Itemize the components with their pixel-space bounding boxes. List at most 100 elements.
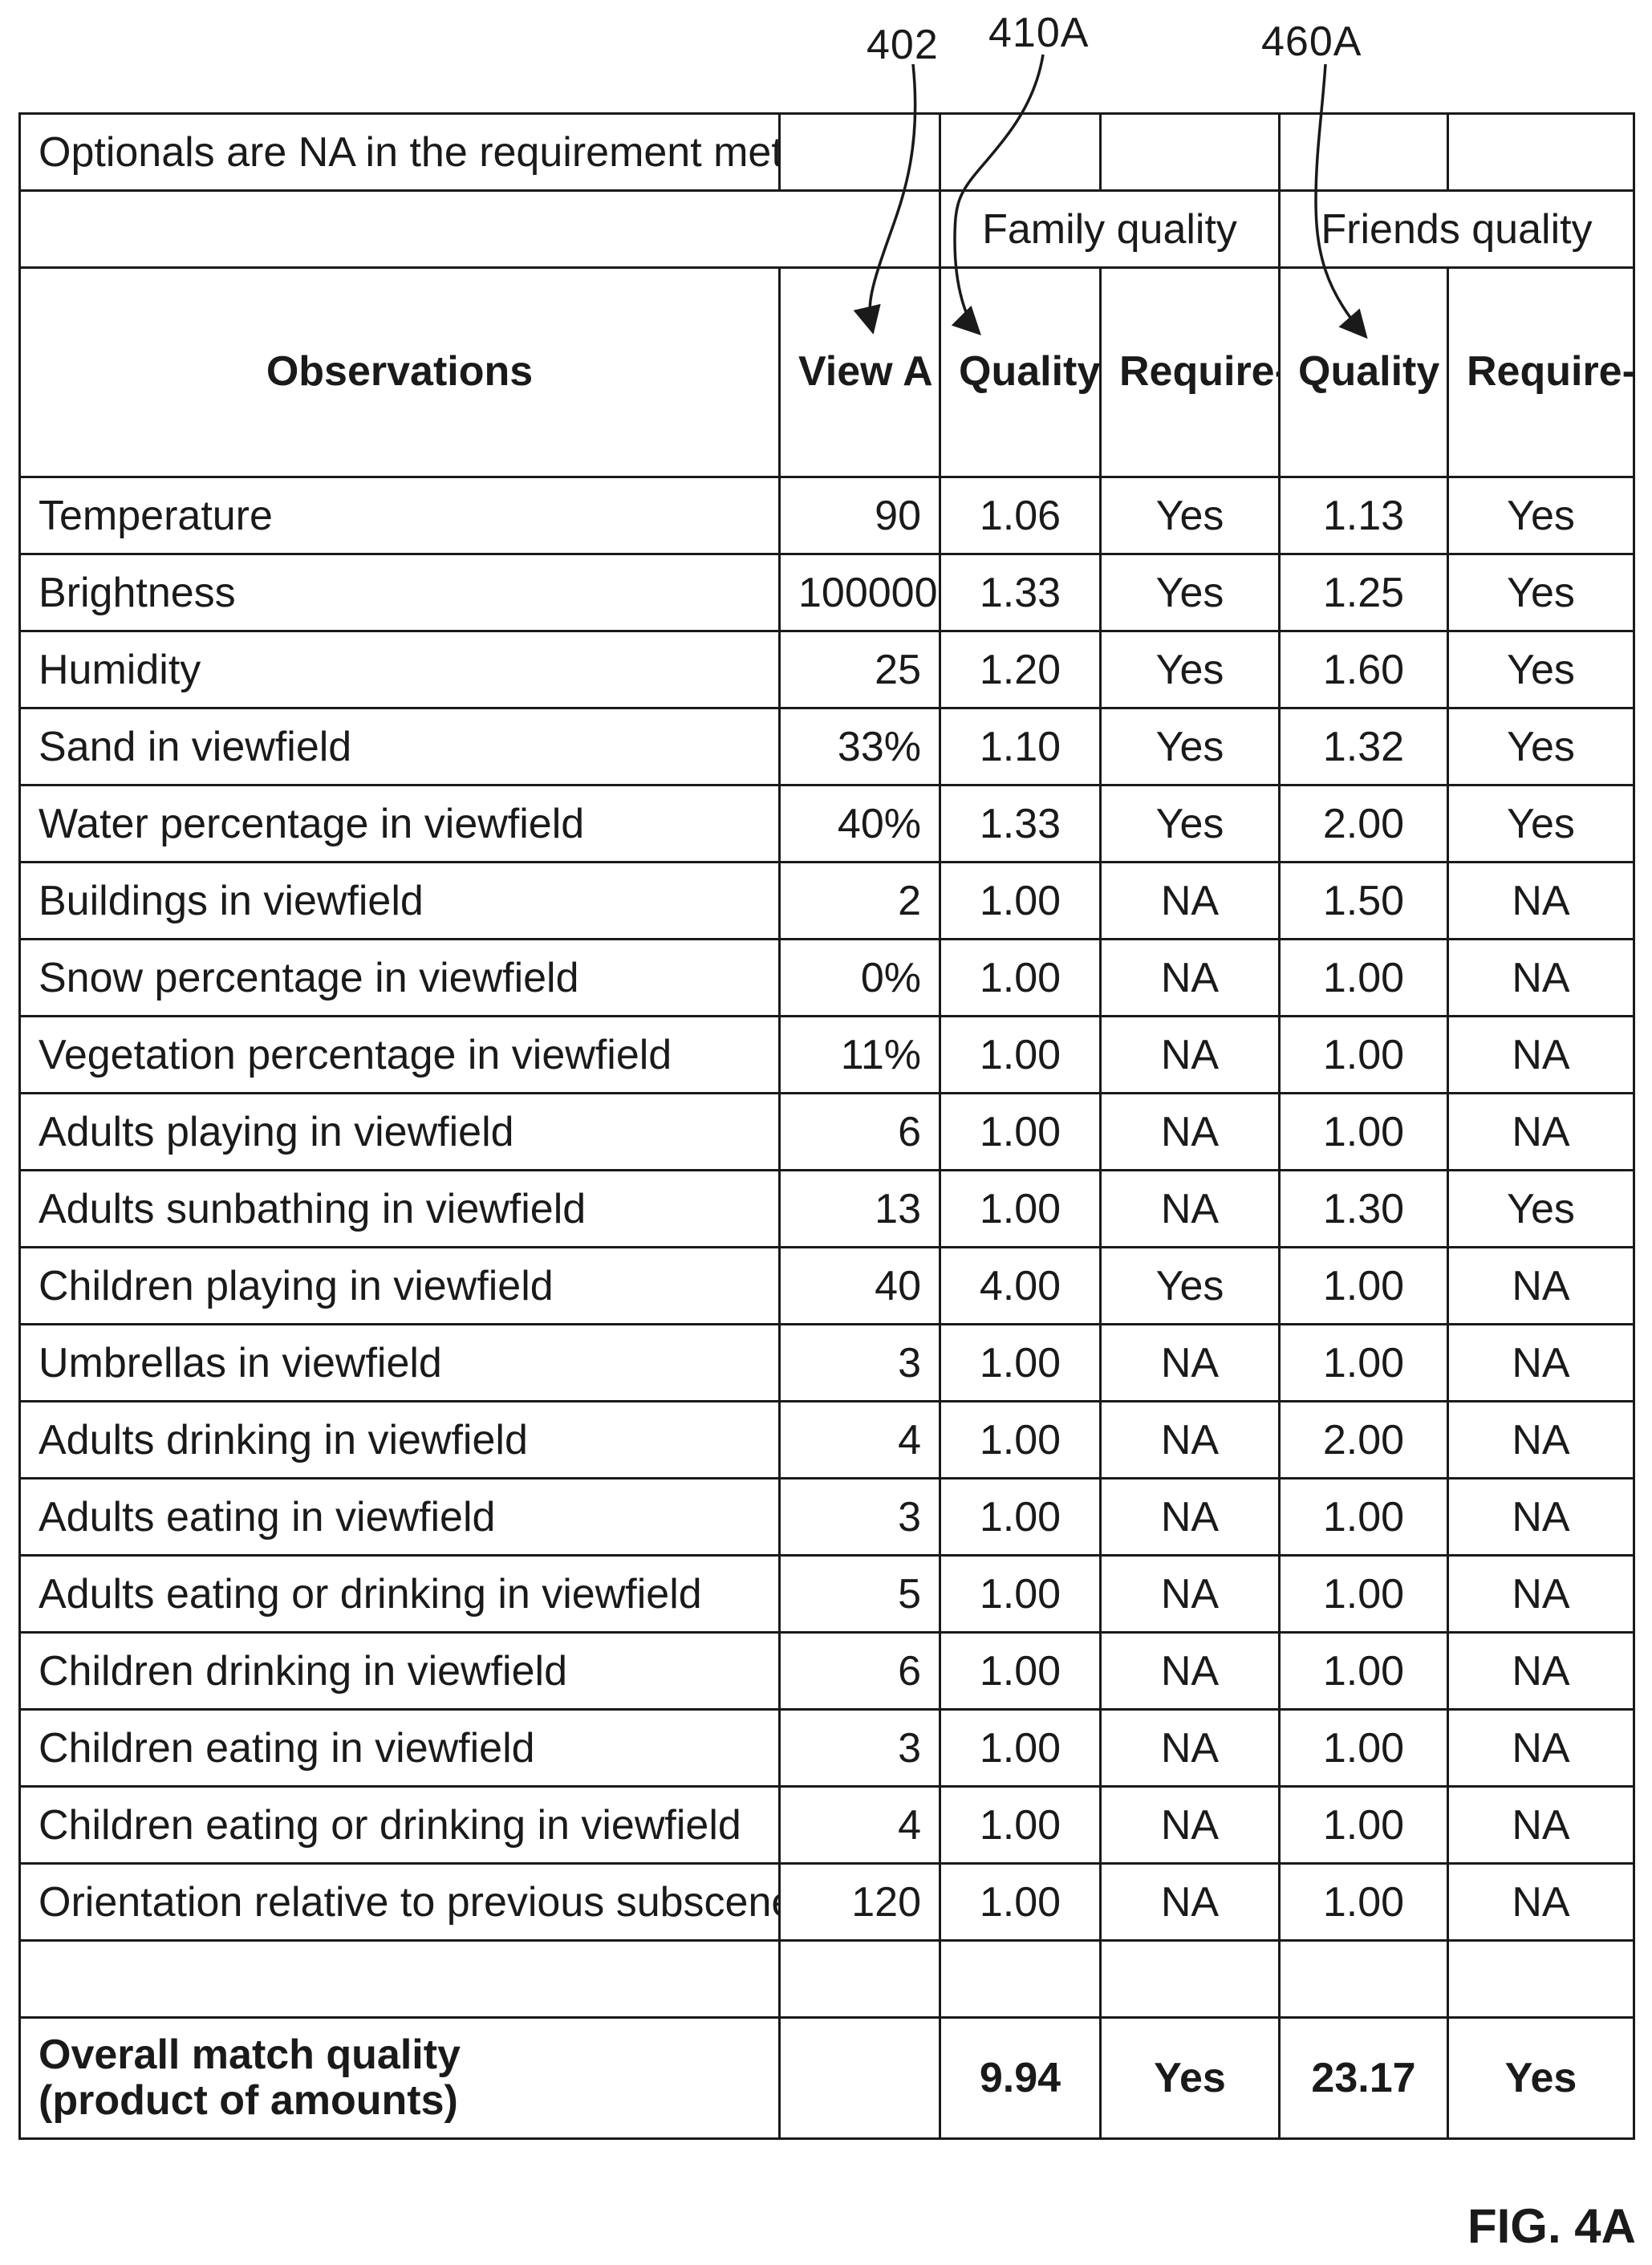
friends-quality-cell: 1.00 <box>1278 1785 1449 1865</box>
empty-cell <box>1447 1939 1635 2019</box>
table-row: Vegetation percentage in viewfield 11% 1.0… <box>18 1015 1635 1094</box>
friends-requirement-met-cell: NA <box>1447 1708 1635 1788</box>
observation-cell: Adults playing in viewfield <box>18 1092 781 1171</box>
header-observations: Observations <box>18 266 781 478</box>
friends-requirement-met-cell: NA <box>1447 1400 1635 1480</box>
view-a-cell: 120 <box>778 1862 941 1942</box>
table-row: Adults drinking in viewfield 4 1.00 NA 2.00 N… <box>18 1400 1635 1480</box>
friends-quality-cell: 2.00 <box>1278 784 1449 863</box>
observation-cell: Children eating or drinking in viewfield <box>18 1785 781 1865</box>
family-quality-cell: 1.33 <box>939 784 1102 863</box>
family-quality-cell: 1.00 <box>939 1092 1102 1171</box>
table-row: Brightness 100000 1.33 Yes 1.25 Yes <box>18 553 1635 632</box>
friends-requirement-met-cell: Yes <box>1447 707 1635 786</box>
friends-quality-cell: 1.00 <box>1278 1862 1449 1942</box>
observation-cell: Adults eating or drinking in viewfield <box>18 1554 781 1634</box>
empty-cell <box>18 1939 781 2019</box>
column-header-row: Observations View A Quality Require-ment… <box>18 266 1635 478</box>
view-a-cell: 33% <box>778 707 941 786</box>
family-requirement-met-cell: NA <box>1099 1169 1281 1248</box>
observation-cell: Temperature <box>18 476 781 555</box>
family-quality-cell: 1.06 <box>939 476 1102 555</box>
friends-quality-cell: 1.60 <box>1278 630 1449 709</box>
friends-requirement-met-cell: NA <box>1447 1323 1635 1402</box>
friends-quality-cell: 1.30 <box>1278 1169 1449 1248</box>
spacer-row <box>18 1939 1635 2019</box>
family-requirement-met-cell: NA <box>1099 1631 1281 1711</box>
empty-cell <box>1447 112 1635 192</box>
table-row: Adults playing in viewfield 6 1.00 NA 1.00 NA <box>18 1092 1635 1171</box>
table-row: Umbrellas in viewfield 3 1.00 NA 1.00 NA <box>18 1323 1635 1402</box>
empty-cell <box>1099 112 1281 192</box>
family-quality-cell: 1.00 <box>939 1862 1102 1942</box>
observation-cell: Snow percentage in viewfield <box>18 938 781 1017</box>
family-requirement-met-cell: NA <box>1099 1708 1281 1788</box>
family-requirement-met-cell: Yes <box>1099 476 1281 555</box>
family-requirement-met-cell: NA <box>1099 1092 1281 1171</box>
callout-402: 402 <box>867 22 939 68</box>
family-quality-cell: 1.00 <box>939 1554 1102 1634</box>
friends-requirement-met-cell: Yes <box>1447 784 1635 863</box>
empty-cell <box>939 112 1102 192</box>
empty-cell <box>939 1939 1102 2019</box>
overall-label-line2: (product of amounts) <box>39 2077 458 2124</box>
note-cell: Optionals are NA in the requirement met … <box>18 112 781 192</box>
friends-quality-cell: 1.00 <box>1278 938 1449 1017</box>
friends-quality-cell: 2.00 <box>1278 1400 1449 1480</box>
table-row: Adults eating in viewfield 3 1.00 NA 1.00 NA <box>18 1477 1635 1557</box>
empty-cell <box>1278 112 1449 192</box>
friends-quality-group: Friends quality <box>1278 189 1635 269</box>
family-requirement-met-cell: NA <box>1099 861 1281 940</box>
friends-quality-cell: 1.32 <box>1278 707 1449 786</box>
observation-cell: Children drinking in viewfield <box>18 1631 781 1711</box>
family-requirement-met-cell: Yes <box>1099 1246 1281 1325</box>
empty-cell <box>778 112 941 192</box>
header-friends-requirement-met: Require-ment met? <box>1447 266 1635 478</box>
table-row: Temperature 90 1.06 Yes 1.13 Yes <box>18 476 1635 555</box>
family-requirement-met-cell: NA <box>1099 1400 1281 1480</box>
overall-family-requirement-met: Yes <box>1099 2016 1281 2140</box>
friends-requirement-met-cell: NA <box>1447 861 1635 940</box>
friends-quality-cell: 1.00 <box>1278 1554 1449 1634</box>
observation-cell: Children playing in viewfield <box>18 1246 781 1325</box>
overall-friends-quality: 23.17 <box>1278 2016 1449 2140</box>
table-row: Adults sunbathing in viewfield 13 1.00 NA 1.… <box>18 1169 1635 1248</box>
family-quality-cell: 1.20 <box>939 630 1102 709</box>
match-quality-table: Optionals are NA in the requirement met … <box>18 112 1635 2140</box>
view-a-cell: 3 <box>778 1477 941 1557</box>
family-quality-cell: 1.10 <box>939 707 1102 786</box>
friends-requirement-met-cell: Yes <box>1447 476 1635 555</box>
table-row: Humidity 25 1.20 Yes 1.60 Yes <box>18 630 1635 709</box>
friends-quality-cell: 1.13 <box>1278 476 1449 555</box>
friends-requirement-met-cell: NA <box>1447 1015 1635 1094</box>
friends-requirement-met-cell: NA <box>1447 1477 1635 1557</box>
view-a-cell: 11% <box>778 1015 941 1094</box>
view-a-cell: 2 <box>778 861 941 940</box>
overall-label-line1: Overall match quality <box>39 2031 461 2078</box>
callout-460a: 460A <box>1261 18 1362 65</box>
friends-quality-cell: 1.00 <box>1278 1323 1449 1402</box>
family-quality-cell: 1.00 <box>939 1785 1102 1865</box>
view-a-cell: 4 <box>778 1785 941 1865</box>
family-requirement-met-cell: NA <box>1099 1554 1281 1634</box>
family-requirement-met-cell: Yes <box>1099 630 1281 709</box>
friends-requirement-met-cell: NA <box>1447 1554 1635 1634</box>
view-a-cell: 90 <box>778 476 941 555</box>
friends-requirement-met-cell: NA <box>1447 1862 1635 1942</box>
table-row: Children drinking in viewfield 6 1.00 NA 1.0… <box>18 1631 1635 1711</box>
friends-quality-cell: 1.00 <box>1278 1708 1449 1788</box>
family-quality-cell: 4.00 <box>939 1246 1102 1325</box>
table-row: Sand in viewfield 33% 1.10 Yes 1.32 Yes <box>18 707 1635 786</box>
note-text: Optionals are NA in the requirement met … <box>39 128 780 176</box>
note-row: Optionals are NA in the requirement met … <box>18 112 1635 192</box>
friends-requirement-met-cell: Yes <box>1447 630 1635 709</box>
observation-cell: Adults sunbathing in viewfield <box>18 1169 781 1248</box>
view-a-cell: 3 <box>778 1708 941 1788</box>
family-requirement-met-cell: NA <box>1099 1015 1281 1094</box>
header-family-requirement-met: Require-ment met? <box>1099 266 1281 478</box>
observation-cell: Adults eating in viewfield <box>18 1477 781 1557</box>
family-requirement-met-cell: Yes <box>1099 784 1281 863</box>
overall-label: Overall match quality (product of amount… <box>18 2016 781 2140</box>
view-a-cell: 6 <box>778 1092 941 1171</box>
family-requirement-met-cell: NA <box>1099 1323 1281 1402</box>
